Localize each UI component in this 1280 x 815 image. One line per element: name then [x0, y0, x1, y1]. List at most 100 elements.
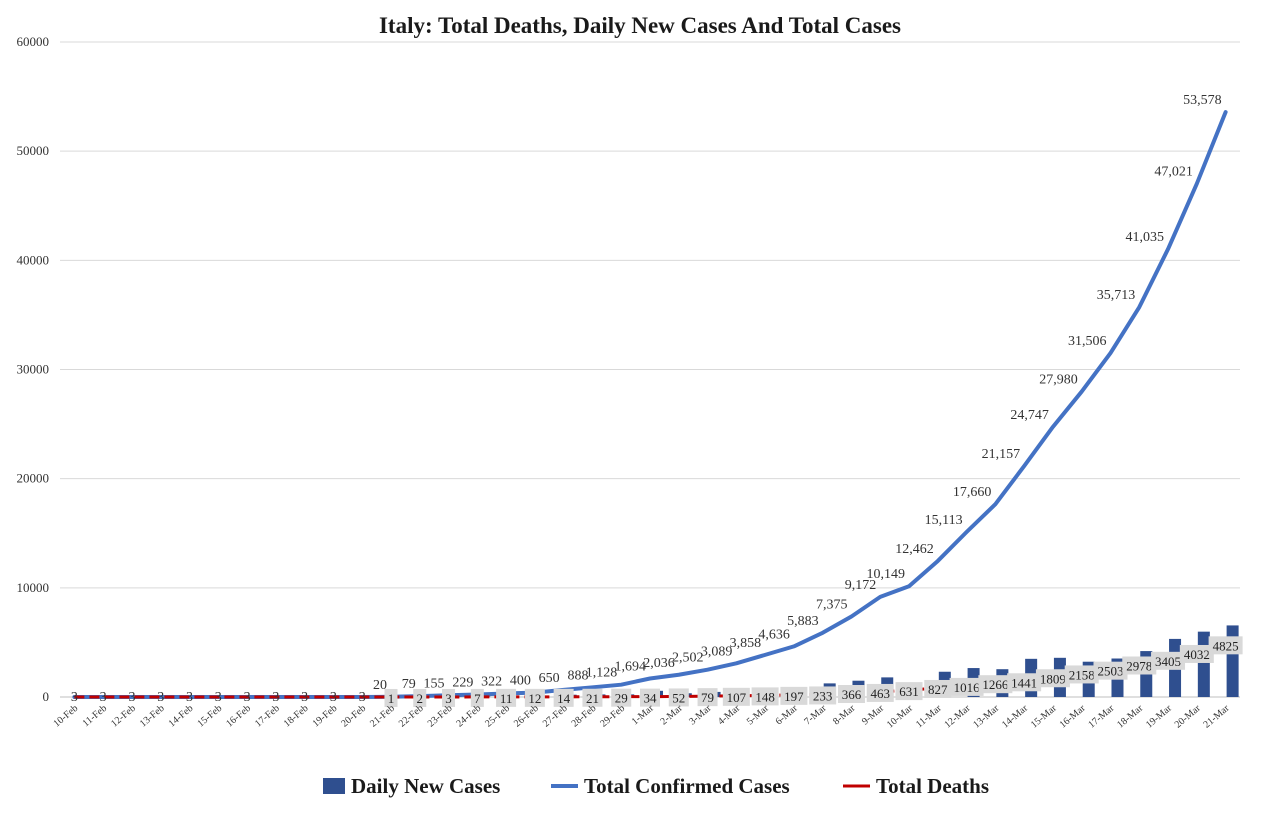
- data-label-total-cases: 1,694: [615, 660, 647, 675]
- data-label-box-total-deaths: [1035, 669, 1070, 688]
- data-label-total-cases: 650: [539, 671, 560, 686]
- x-tick-label: 13-Mar: [971, 702, 1002, 730]
- x-tick-label: 3-Mar: [687, 702, 714, 727]
- data-label-box-total-deaths: [722, 687, 750, 706]
- data-label-total-deaths: 14: [557, 691, 571, 706]
- x-tick-label: 15-Mar: [1029, 702, 1060, 730]
- y-tick-label: 20000: [17, 471, 50, 486]
- data-label-total-cases: 17,660: [953, 485, 992, 500]
- data-label-total-deaths: 2: [417, 691, 424, 706]
- data-label-total-deaths: 197: [784, 689, 804, 704]
- x-tick-label: 8-Mar: [831, 702, 858, 727]
- data-label-total-deaths: 148: [755, 689, 775, 704]
- data-label-total-cases: 41,035: [1126, 230, 1165, 245]
- data-label-total-cases: 229: [452, 676, 473, 691]
- data-label-box-total-deaths: [524, 688, 545, 707]
- data-label-total-deaths: 1266: [982, 677, 1009, 692]
- data-label-total-cases: 7,375: [816, 597, 848, 612]
- x-tick-label: 23-Feb: [426, 703, 455, 730]
- data-label-box-total-deaths: [895, 682, 923, 701]
- data-label-box-total-deaths: [809, 686, 837, 705]
- x-tick-label: 12-Feb: [109, 703, 138, 730]
- data-label-total-deaths: 366: [842, 687, 862, 702]
- x-tick-label: 20-Mar: [1173, 702, 1204, 730]
- data-label-box-total-deaths: [1093, 661, 1128, 680]
- data-label-total-deaths: 4032: [1184, 647, 1210, 662]
- data-label-total-cases: 12,462: [895, 542, 934, 557]
- y-tick-label: 40000: [17, 252, 50, 267]
- data-label-box-total-deaths: [668, 688, 689, 707]
- data-label-box-total-deaths: [1064, 665, 1099, 684]
- data-label-box-total-deaths: [780, 686, 808, 705]
- data-label-box-total-deaths: [470, 688, 484, 707]
- data-label-total-deaths: 1441: [1011, 675, 1037, 690]
- y-tick-label: 30000: [17, 362, 50, 377]
- x-tick-label: 21-Mar: [1201, 702, 1232, 730]
- data-label-total-deaths: 107: [727, 690, 747, 705]
- legend-label-total-deaths: Total Deaths: [876, 774, 989, 798]
- data-label-box-total-deaths: [697, 688, 718, 707]
- data-label-total-cases: 53,578: [1183, 93, 1222, 108]
- data-label-box-total-deaths: [1208, 636, 1243, 655]
- data-label-total-deaths: 1809: [1040, 671, 1066, 686]
- data-label-box-total-deaths: [1151, 651, 1186, 670]
- data-label-total-deaths: 34: [644, 691, 658, 706]
- legend-label-daily-new-cases: Daily New Cases: [351, 774, 500, 798]
- x-tick-label: 9-Mar: [860, 702, 887, 727]
- data-label-total-cases: 3,089: [701, 644, 733, 659]
- data-label-total-deaths: 2503: [1097, 664, 1123, 679]
- x-tick-label: 24-Feb: [454, 703, 483, 730]
- data-label-box-total-deaths: [866, 683, 894, 702]
- data-label-box-total-deaths: [384, 688, 398, 707]
- bar-daily-new-cases: [1226, 625, 1239, 697]
- data-label-total-cases: 3: [71, 690, 78, 705]
- data-label-box-total-deaths: [582, 688, 603, 707]
- x-tick-label: 16-Feb: [224, 703, 253, 730]
- x-tick-label: 11-Mar: [914, 702, 944, 730]
- x-tick-label: 13-Feb: [138, 703, 167, 730]
- x-tick-label: 11-Feb: [81, 703, 109, 729]
- data-label-box-total-deaths: [924, 679, 952, 698]
- data-label-total-deaths: 29: [615, 691, 628, 706]
- data-label-total-cases: 4,636: [758, 627, 790, 642]
- gridlines: [60, 41, 1240, 698]
- x-tick-label: 12-Mar: [942, 702, 973, 730]
- x-tick-label: 17-Mar: [1086, 702, 1117, 730]
- data-label-total-deaths: 79: [701, 690, 714, 705]
- data-label-total-deaths: 3405: [1155, 654, 1181, 669]
- y-tick-label: 0: [43, 689, 50, 704]
- data-label-box-total-deaths: [640, 688, 660, 707]
- y-tick-label: 50000: [17, 143, 50, 158]
- data-label-total-cases: 9,172: [845, 578, 877, 593]
- data-label-total-deaths: 3: [445, 691, 452, 706]
- data-label-box-total-deaths: [496, 688, 517, 707]
- data-label-total-cases: 20: [373, 678, 387, 693]
- data-label-total-cases: 5,883: [787, 614, 819, 629]
- data-label-total-cases: 27,980: [1039, 373, 1078, 388]
- data-label-box-total-deaths: [837, 685, 865, 704]
- data-label-total-deaths: 21: [586, 691, 599, 706]
- data-label-total-deaths: 463: [870, 686, 890, 701]
- data-label-total-cases: 47,021: [1154, 165, 1193, 180]
- data-label-total-cases: 79: [402, 677, 416, 692]
- data-label-total-deaths: 1016: [954, 680, 981, 695]
- x-tick-label: 19-Feb: [311, 703, 340, 730]
- x-tick-label: 28-Feb: [570, 703, 599, 730]
- data-label-total-cases: 21,157: [982, 447, 1021, 462]
- data-label-total-deaths: 2978: [1126, 658, 1152, 673]
- data-label-total-deaths: 11: [500, 691, 513, 706]
- x-tick-label: 14-Mar: [1000, 702, 1031, 730]
- x-tick-label: 22-Feb: [397, 703, 426, 730]
- series-lines: [72, 110, 1228, 699]
- x-tick-label: 29-Feb: [598, 703, 627, 730]
- data-label-total-deaths: 1: [388, 691, 395, 706]
- data-label-box-total-deaths: [1179, 644, 1214, 663]
- x-tick-label: 18-Mar: [1115, 702, 1146, 730]
- data-label-total-cases: 2,502: [672, 651, 704, 666]
- data-label-total-cases: 3: [128, 690, 135, 705]
- data-label-box-total-deaths: [611, 688, 632, 707]
- legend-label-total-confirmed-cases: Total Confirmed Cases: [584, 774, 790, 798]
- data-label-total-cases: 1,128: [586, 666, 618, 681]
- legend: Daily New Cases Total Confirmed Cases To…: [323, 774, 989, 798]
